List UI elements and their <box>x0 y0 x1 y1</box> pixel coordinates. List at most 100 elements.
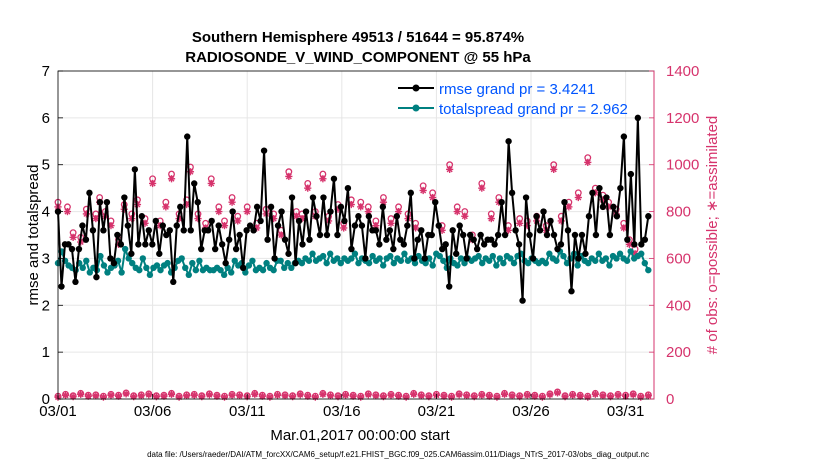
rmse-point <box>620 133 628 140</box>
obs-assimilated-point <box>167 390 176 398</box>
rmse-point <box>470 236 477 243</box>
obs-assimilated-point <box>84 392 92 400</box>
rmse-point <box>211 245 219 253</box>
totalspread-point <box>196 257 203 264</box>
rmse-point <box>610 203 617 211</box>
totalspread-point <box>118 269 125 276</box>
totalspread-point <box>507 255 514 262</box>
y-left-tick-label: 5 <box>42 157 50 174</box>
rmse-point <box>58 283 65 290</box>
totalspread-point <box>323 259 330 267</box>
totalspread-point <box>429 262 436 269</box>
obs-assimilated-point <box>183 392 191 400</box>
rmse-point <box>65 241 72 248</box>
rmse-point <box>243 227 250 234</box>
rmse-point <box>72 278 79 286</box>
legend-spread-marker <box>412 104 420 112</box>
rmse-point <box>376 241 383 248</box>
rmse-point <box>456 222 463 229</box>
obs-assimilated-point <box>92 215 100 223</box>
x-tick-label: 03/31 <box>607 403 645 420</box>
rmse-point <box>232 245 240 253</box>
rmse-point <box>222 259 229 267</box>
rmse-point <box>323 231 331 239</box>
rmse-point <box>264 236 271 243</box>
totalspread-point <box>337 259 344 267</box>
y-right-tick-label: 0 <box>666 391 674 408</box>
totalspread-point <box>351 250 359 257</box>
obs-assimilated-point <box>379 393 388 401</box>
rmse-point <box>379 203 387 211</box>
rmse-point <box>561 199 568 206</box>
obs-assimilated-point <box>340 224 348 232</box>
obs-assimilated-point <box>410 390 418 398</box>
obs-assimilated-point <box>236 392 244 400</box>
obs-assimilated-point <box>273 391 282 399</box>
y-left-tick-label: 6 <box>42 110 50 127</box>
rmse-point <box>603 194 610 201</box>
obs-assimilated-point <box>453 207 461 216</box>
rmse-point <box>505 138 512 145</box>
rmse-point <box>198 245 205 253</box>
rmse-point <box>173 222 180 229</box>
obs-assimilated-point <box>311 393 319 401</box>
rmse-point <box>267 203 275 211</box>
obs-assimilated-point <box>145 391 153 399</box>
obs-assimilated-point <box>470 393 478 401</box>
rmse-point <box>592 231 600 239</box>
rmse-point <box>334 231 341 239</box>
y-axis-left-label: rmse and totalspread <box>25 165 42 306</box>
rmse-point <box>117 241 125 248</box>
rmse-point <box>498 199 505 206</box>
totalspread-point <box>496 255 504 262</box>
rmse-point <box>229 208 236 215</box>
rmse-point <box>463 255 470 262</box>
rmse-point <box>519 297 526 304</box>
totalspread-point <box>638 250 645 257</box>
rmse-point <box>344 184 352 192</box>
rmse-point <box>295 217 303 225</box>
obs-assimilated-point <box>77 390 85 398</box>
rmse-point <box>568 288 575 295</box>
obs-assimilated-point <box>478 391 486 399</box>
obs-assimilated-point <box>550 165 558 173</box>
totalspread-point <box>592 257 599 264</box>
y-right-tick-label: 800 <box>666 204 691 221</box>
obs-assimilated-point <box>614 391 622 399</box>
rmse-point <box>163 231 170 239</box>
obs-assimilated-point <box>402 393 410 401</box>
obs-assimilated-point <box>207 179 215 188</box>
rmse-point <box>100 227 107 234</box>
rmse-point <box>582 250 589 257</box>
rmse-point <box>194 199 201 206</box>
rmse-point <box>540 208 547 215</box>
obs-assimilated-point <box>190 391 198 399</box>
obs-assimilated-point <box>629 391 637 399</box>
rmse-point <box>589 189 596 197</box>
totalspread-point <box>270 266 277 274</box>
obs-assimilated-point <box>266 393 274 401</box>
totalspread-point <box>83 257 90 264</box>
rmse-point <box>351 222 359 229</box>
totalspread-point <box>486 257 493 264</box>
totalspread-point <box>369 252 376 260</box>
rmse-point <box>239 264 247 271</box>
rmse-point <box>246 222 254 229</box>
totalspread-point <box>136 266 143 274</box>
rmse-point <box>617 184 624 192</box>
legend-rmse-marker <box>412 84 420 92</box>
rmse-point <box>606 231 614 239</box>
rmse-point <box>274 222 282 229</box>
obs-assimilated-point <box>576 392 584 400</box>
rmse-point <box>177 203 184 211</box>
rmse-point <box>355 213 362 220</box>
rmse-point <box>191 180 198 187</box>
y-right-tick-label: 1000 <box>666 157 699 174</box>
rmse-point <box>372 227 380 234</box>
obs-assimilated-point <box>637 393 645 401</box>
rmse-point <box>459 231 467 239</box>
obs-assimilated-point <box>584 393 592 401</box>
rmse-point <box>292 259 299 267</box>
rmse-point <box>575 255 582 262</box>
x-tick-label: 03/21 <box>418 403 456 420</box>
